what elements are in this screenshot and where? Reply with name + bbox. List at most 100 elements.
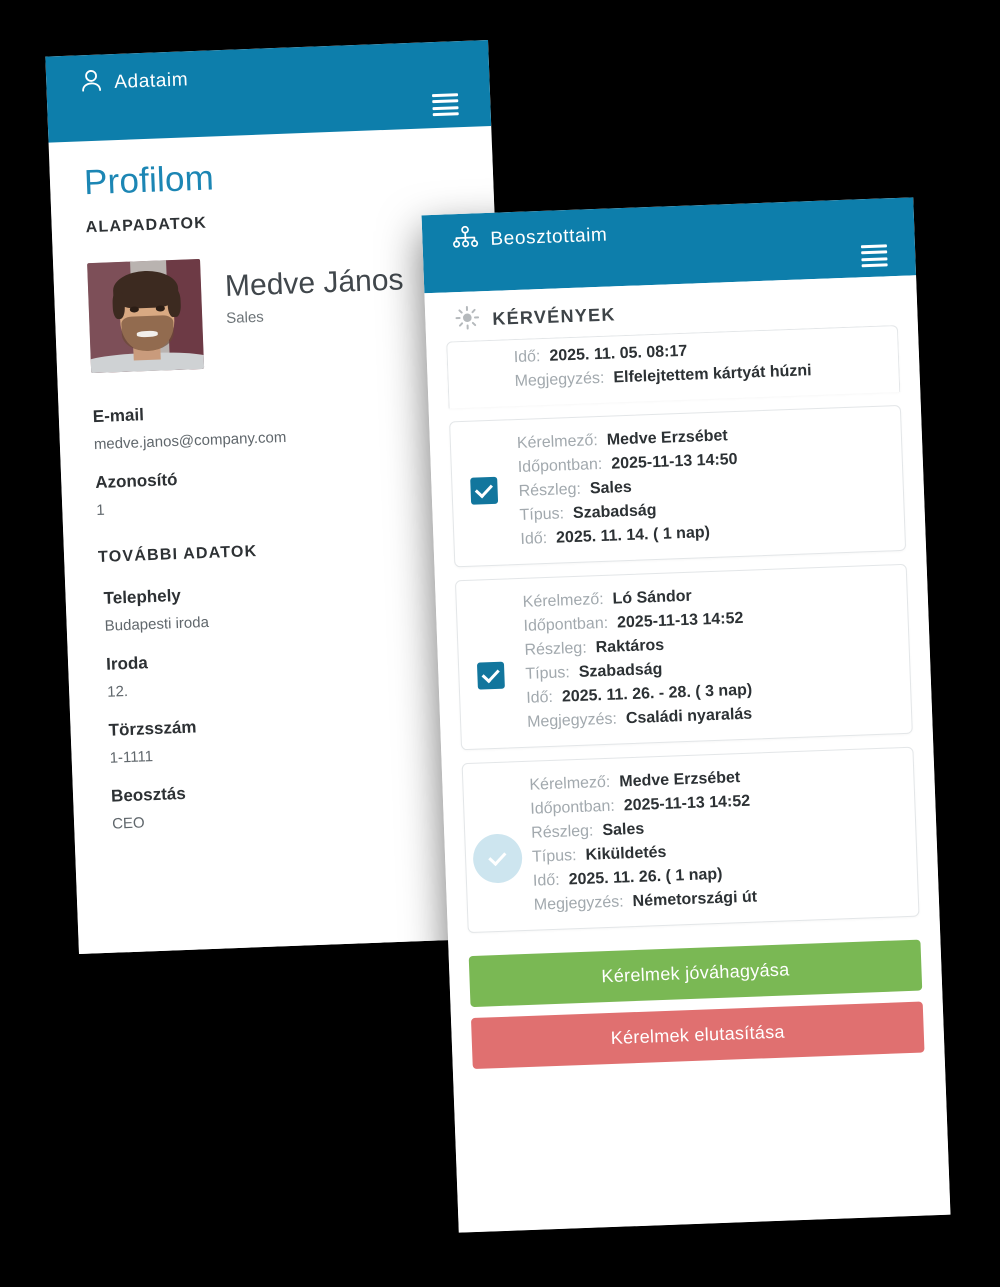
section-heading-basic: ALAPADATOK: [85, 214, 208, 237]
profile-panel: Adataim Profilom ALAPADATOK: [45, 40, 522, 954]
hamburger-icon[interactable]: [860, 244, 888, 268]
identity-block: Medve János Sales: [87, 249, 466, 374]
hamburger-line: [861, 263, 888, 268]
field-value: 1-1111: [109, 748, 154, 767]
row-key: Típus:: [519, 505, 565, 524]
row-key: Megjegyzés:: [533, 893, 624, 914]
field-staff-number: Törzsszám 1-1111: [104, 707, 480, 767]
row-value: Sales: [602, 820, 645, 840]
row-key: Részleg:: [518, 480, 582, 500]
row-key: Kérelmező:: [529, 773, 611, 794]
row-value: 2025. 11. 14. ( 1 nap): [555, 524, 711, 547]
requests-body: KÉRVÉNYEK Idő: 2025. 11. 05. 08:17 Megje…: [424, 275, 951, 1233]
page-title: Profilom: [83, 158, 215, 203]
left-topbar: Adataim: [45, 40, 492, 143]
row-key: Típus:: [531, 847, 577, 866]
row-key: Részleg:: [524, 639, 588, 659]
check-icon: [487, 847, 506, 866]
hamburger-line: [861, 250, 888, 255]
hamburger-line: [432, 112, 459, 117]
row-key: Időpontban:: [530, 797, 616, 818]
row-value: Szabadság: [578, 660, 663, 681]
person-role: Sales: [225, 308, 265, 328]
request-checkbox-focused[interactable]: [483, 844, 512, 873]
row-value: 2025-11-13 14:52: [616, 609, 744, 632]
row-key: Idő:: [513, 348, 541, 367]
actions-area: Kérelmek jóváhagyása Kérelmek elutasítás…: [468, 930, 925, 1070]
row-value: Medve Erzsébet: [619, 769, 741, 791]
right-topbar: Beosztottaim: [421, 197, 917, 294]
row-key: Részleg:: [530, 822, 594, 842]
row-key: Időpontban:: [523, 614, 609, 635]
hamburger-line: [432, 99, 459, 104]
field-value: 1: [96, 501, 106, 520]
row-key: Időpontban:: [517, 455, 603, 476]
check-icon: [481, 664, 500, 683]
hamburger-line: [432, 105, 459, 110]
field-site: Telephely Budapesti iroda: [99, 575, 475, 635]
row-value: Kiküldetés: [585, 843, 667, 864]
field-email: E-mail medve.janos@company.com: [92, 393, 468, 453]
left-topbar-title-row: Adataim: [45, 40, 489, 100]
row-value: 2025. 11. 26. ( 1 nap): [568, 865, 723, 889]
sun-icon: [455, 305, 480, 335]
check-icon: [474, 479, 493, 498]
field-position: Beosztás CEO: [107, 773, 483, 833]
subordinates-panel: Beosztottaim KÉRVÉNYEK: [421, 197, 951, 1233]
hamburger-line: [860, 244, 887, 249]
field-value: medve.janos@company.com: [93, 428, 287, 454]
row-key: Típus:: [525, 664, 571, 683]
field-value: Budapesti iroda: [104, 613, 210, 635]
request-card[interactable]: Kérelmező: Ló Sándor Időpontban: 2025-11…: [454, 563, 913, 751]
field-identifier: Azonosító 1: [95, 459, 471, 519]
row-value: Családi nyaralás: [625, 705, 753, 728]
requests-header-label: KÉRVÉNYEK: [491, 304, 617, 329]
field-label: Azonosító: [94, 469, 178, 493]
hamburger-line: [431, 93, 459, 98]
field-value: CEO: [111, 814, 145, 833]
field-label: Beosztás: [110, 783, 187, 806]
requests-header: KÉRVÉNYEK: [444, 276, 898, 344]
field-label: Törzsszám: [108, 717, 197, 740]
org-chart-icon: [452, 225, 479, 255]
row-value: 2025. 11. 05. 08:17: [549, 342, 688, 365]
hamburger-line: [861, 256, 888, 261]
identity-text: Medve János Sales: [224, 251, 405, 327]
row-value: 2025-11-13 14:50: [610, 450, 738, 473]
field-office: Iroda 12.: [102, 641, 478, 701]
row-key: Idő:: [532, 871, 560, 890]
request-checkbox[interactable]: [476, 661, 505, 690]
row-key: Idő:: [525, 688, 554, 707]
left-topbar-title: Adataim: [113, 68, 189, 93]
row-value: Medve Erzsébet: [606, 427, 728, 449]
request-card[interactable]: Kérelmező: Medve Erzsébet Időpontban: 20…: [461, 746, 920, 934]
row-value: Ló Sándor: [612, 587, 692, 608]
field-label: Iroda: [105, 653, 149, 674]
person-name: Medve János: [224, 263, 404, 304]
row-value: Elfelejtettem kártyát húzni: [613, 362, 812, 387]
reject-requests-button[interactable]: Kérelmek elutasítása: [470, 1001, 925, 1070]
row-key: Idő:: [520, 529, 548, 548]
avatar: [87, 258, 205, 374]
right-topbar-title-row: Beosztottaim: [422, 197, 915, 256]
row-key: Megjegyzés:: [514, 369, 605, 391]
approve-requests-button[interactable]: Kérelmek jóváhagyása: [468, 939, 923, 1008]
row-value: Raktáros: [595, 636, 665, 657]
row-value: Németországi út: [632, 888, 758, 911]
row-key: Kérelmező:: [516, 432, 599, 453]
request-checkbox[interactable]: [470, 476, 499, 505]
field-value: 12.: [106, 682, 129, 701]
field-label: E-mail: [92, 405, 145, 427]
row-value: Sales: [589, 478, 632, 498]
right-topbar-title: Beosztottaim: [490, 224, 608, 250]
field-label: Telephely: [103, 585, 182, 608]
row-value: Szabadság: [572, 501, 657, 522]
row-key: Kérelmező:: [522, 590, 604, 611]
hamburger-icon[interactable]: [431, 93, 459, 117]
section-heading-extra: TOVÁBBI ADATOK: [97, 543, 258, 566]
person-icon: [80, 69, 103, 99]
request-card[interactable]: Kérelmező: Medve Erzsébet Időpontban: 20…: [449, 404, 907, 568]
row-value: 2025-11-13 14:52: [623, 792, 751, 815]
row-key: Megjegyzés:: [526, 710, 618, 731]
